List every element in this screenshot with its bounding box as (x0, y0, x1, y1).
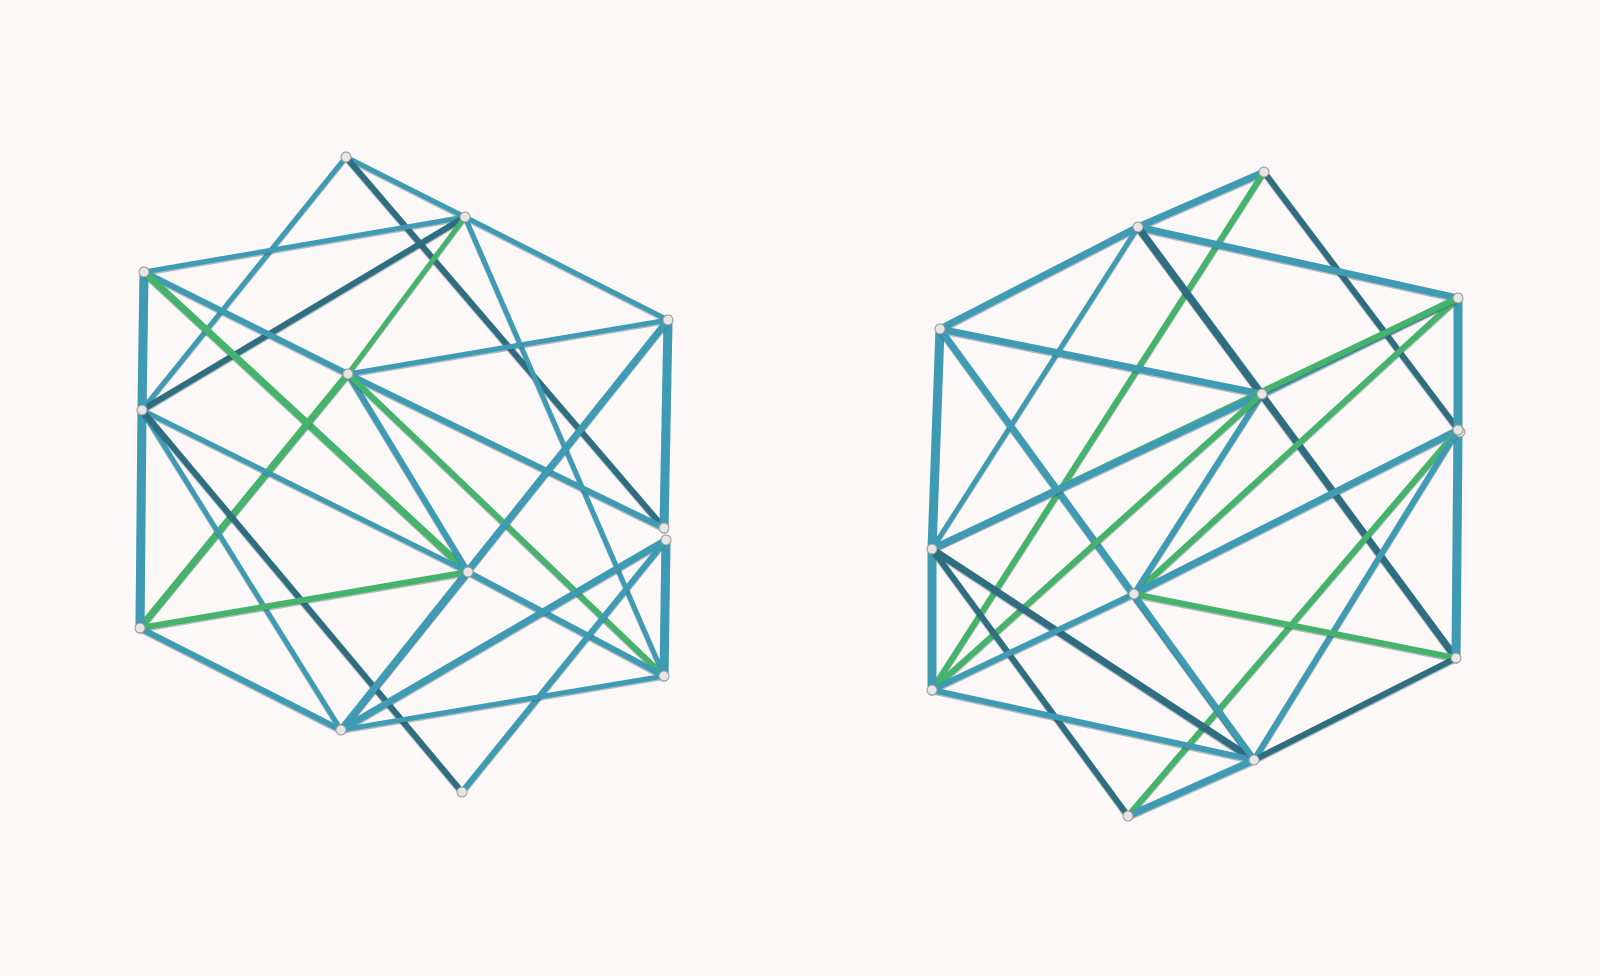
right-model-strut (1251, 427, 1461, 763)
left-model-strut (345, 371, 667, 531)
right-model-node (1132, 221, 1144, 233)
right-model-node (1258, 166, 1270, 178)
left-model-strut (659, 535, 671, 681)
left-model-strut (137, 267, 149, 415)
left-model-strut (141, 214, 468, 275)
right-model-node (926, 543, 938, 555)
right-model-strut (927, 324, 945, 554)
left-model-node (462, 566, 474, 578)
left-model-strut (343, 154, 667, 531)
left-model-node (459, 211, 471, 223)
right-model-strut (928, 390, 1266, 553)
right-model-strut (929, 169, 1267, 693)
right-model-strut (929, 391, 1265, 693)
right-tensegrity-model (926, 166, 1466, 822)
left-tensegrity-model (134, 151, 674, 798)
left-model-strut (345, 214, 468, 377)
left-model-strut (465, 569, 667, 679)
right-model-strut (936, 325, 1266, 398)
left-model-node (658, 670, 670, 682)
left-model-strut (139, 407, 344, 733)
right-model-strut (1131, 591, 1257, 763)
right-model-node (926, 684, 938, 696)
left-model-strut (136, 370, 352, 632)
right-model-strut (1131, 391, 1265, 597)
left-model-node (138, 266, 150, 278)
right-model-strut (929, 591, 1137, 693)
right-model-strut (928, 545, 1258, 764)
right-model-strut (1134, 223, 1462, 302)
left-model-node (456, 786, 468, 798)
left-model-node (340, 151, 352, 163)
left-model-strut (659, 315, 673, 533)
right-model-node (934, 323, 946, 335)
left-model-strut (337, 536, 670, 734)
right-model-strut (936, 223, 1142, 333)
right-model-node (1122, 810, 1134, 822)
left-model-strut (459, 537, 669, 795)
left-model-strut (345, 317, 671, 377)
right-model-strut (1134, 168, 1268, 231)
right-model-node (1452, 424, 1464, 436)
right-model-strut (1131, 591, 1459, 661)
left-model-strut (139, 214, 468, 413)
left-model-strut (137, 625, 344, 733)
right-model-strut (1130, 426, 1462, 598)
right-model-node (1248, 754, 1260, 766)
left-model-node (134, 622, 146, 634)
left-model-node (335, 724, 347, 736)
right-model-strut (1451, 425, 1463, 663)
right-model-strut (1251, 655, 1459, 763)
right-model-strut (929, 224, 1141, 552)
left-model-strut (141, 269, 351, 377)
left-model-strut (137, 569, 471, 631)
right-model-strut (929, 546, 1131, 819)
left-model-strut (462, 214, 671, 323)
right-model-node (1452, 292, 1464, 304)
left-model-strut (343, 154, 468, 220)
left-model-strut (338, 673, 667, 733)
right-model-strut (1124, 756, 1258, 820)
left-model-node (136, 404, 148, 416)
left-model-strut (139, 407, 471, 575)
right-model-node (1450, 652, 1462, 664)
right-model-strut (1131, 295, 1461, 597)
left-model-node (658, 522, 670, 534)
right-model-strut (1261, 169, 1463, 435)
right-model-node (1128, 588, 1140, 600)
left-model-strut (345, 371, 471, 575)
right-model-node (1256, 388, 1268, 400)
left-model-node (662, 314, 674, 326)
left-model-strut (135, 405, 147, 633)
left-model-node (660, 534, 672, 546)
left-model-strut (139, 154, 349, 413)
right-model-strut (929, 687, 1257, 763)
left-model-node (342, 368, 354, 380)
left-model-strut (337, 568, 472, 734)
